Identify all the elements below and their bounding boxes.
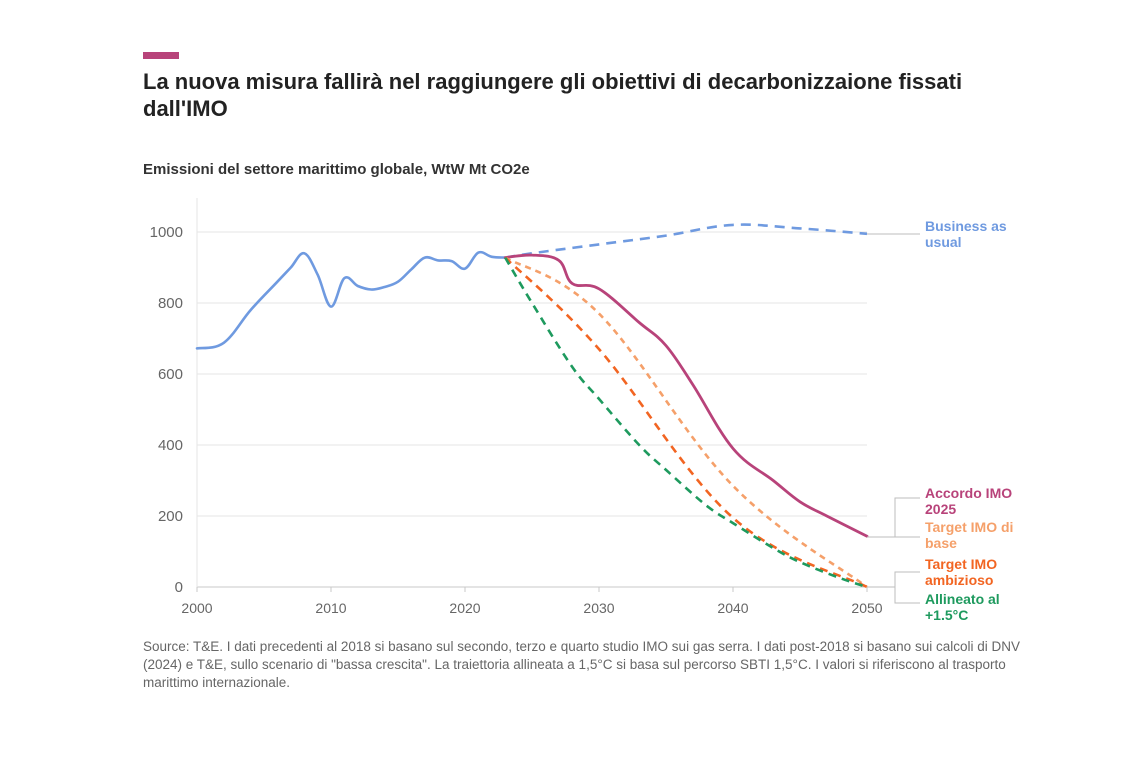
label-line: base — [925, 535, 957, 551]
label-leader-lines — [867, 233, 920, 604]
chart-subtitle: Emissioni del settore marittimo globale,… — [143, 161, 530, 178]
y-tick-label: 200 — [158, 508, 183, 525]
accent-bar — [143, 52, 179, 59]
label-line: +1.5°C — [925, 607, 968, 623]
label-base: Target IMO di base — [925, 519, 1013, 551]
x-tick-label: 2020 — [449, 600, 480, 616]
leader-line — [867, 497, 920, 538]
label-line: Accordo IMO — [925, 485, 1012, 501]
series-line-accordo-imo-2025 — [503, 253, 869, 538]
label-ambizioso: Target IMO ambizioso — [925, 556, 997, 588]
x-tick-label: 2010 — [315, 600, 346, 616]
x-tick-label: 2040 — [717, 600, 748, 616]
label-line: Target IMO — [925, 556, 997, 572]
label-line: Allineato al — [925, 591, 1000, 607]
label-accordo: Accordo IMO 2025 — [925, 485, 1012, 517]
x-axis-ticks: 2000 2010 2020 2030 2040 2050 — [181, 587, 883, 616]
leader-line — [867, 571, 920, 588]
chart-title: La nuova misura fallirà nel raggiungere … — [143, 69, 963, 121]
source-note: Source: T&E. I dati precedenti al 2018 s… — [143, 639, 1020, 690]
series-line-allineato-al-1-5-c — [504, 256, 868, 589]
y-tick-label: 0 — [175, 579, 183, 596]
label-allineato: Allineato al +1.5°C — [925, 591, 1000, 623]
label-line: ambizioso — [925, 572, 993, 588]
historical-line — [195, 250, 507, 350]
series-line-target-imo-di-base — [504, 256, 868, 589]
series-line-target-imo-ambizioso — [504, 256, 868, 589]
label-line: Target IMO di — [925, 519, 1013, 535]
series-line-business-as-usual — [504, 223, 868, 259]
y-tick-label: 400 — [158, 437, 183, 454]
x-tick-label: 2050 — [851, 600, 882, 616]
label-line: Business as — [925, 218, 1007, 234]
series-lines — [195, 223, 869, 589]
grid-lines — [196, 198, 867, 588]
label-line: usual — [925, 234, 962, 250]
x-tick-label: 2000 — [181, 600, 212, 616]
y-tick-label: 800 — [158, 295, 183, 312]
y-tick-label: 600 — [158, 366, 183, 383]
y-axis-ticks: 0 200 400 600 800 1000 — [150, 224, 183, 596]
leader-line — [894, 587, 920, 604]
label-line: 2025 — [925, 501, 956, 517]
label-bau: Business as usual — [925, 218, 1007, 250]
y-tick-label: 1000 — [150, 224, 183, 241]
x-tick-label: 2030 — [583, 600, 614, 616]
